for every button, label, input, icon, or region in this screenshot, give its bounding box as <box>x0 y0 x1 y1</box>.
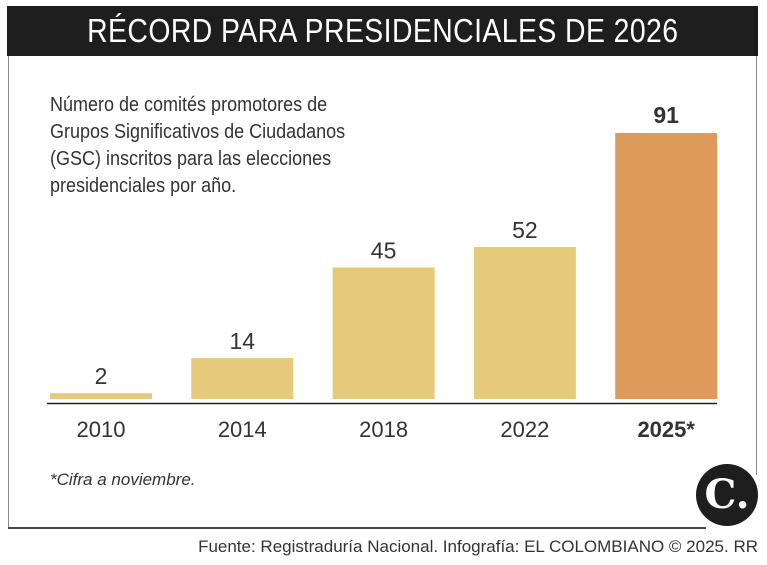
value-label: 2 <box>95 363 108 389</box>
bar-2022 <box>473 247 576 399</box>
subtitle-line: presidenciales por año. <box>50 175 237 197</box>
subtitle-line: Grupos Significativos de Ciudadanos <box>50 121 346 143</box>
x-tick-label: 2018 <box>359 417 408 442</box>
source-credit: Fuente: Registraduría Nacional. Infograf… <box>198 537 758 556</box>
frame-bottom-line <box>8 527 706 529</box>
value-label: 52 <box>512 217 538 243</box>
x-tick-label: 2014 <box>218 417 267 442</box>
bar-2010 <box>50 393 152 399</box>
x-tick-label: 2025* <box>637 417 695 442</box>
x-tick-label: 2010 <box>77 417 126 442</box>
chart-frame <box>8 56 757 528</box>
value-label: 14 <box>230 328 256 354</box>
bar-2025 <box>615 133 718 399</box>
el-colombiano-logo: C. <box>696 464 758 526</box>
chart-title-text: RÉCORD PARA PRESIDENCIALES DE 2026 <box>86 12 679 49</box>
value-label: 45 <box>371 237 397 263</box>
chart-title: RÉCORD PARA PRESIDENCIALES DE 2026 <box>7 6 758 56</box>
bar-2018 <box>332 267 435 399</box>
subtitle-line: (GSC) inscritos para las elecciones <box>50 148 332 170</box>
value-label: 91 <box>653 102 679 128</box>
subtitle-line: Número de comités promotores de <box>50 94 328 116</box>
footnote: *Cifra a noviembre. <box>50 470 196 489</box>
chart-subtitle: Número de comités promotores de Grupos S… <box>50 92 430 200</box>
x-tick-label: 2022 <box>500 417 549 442</box>
bar-2014 <box>191 358 294 399</box>
